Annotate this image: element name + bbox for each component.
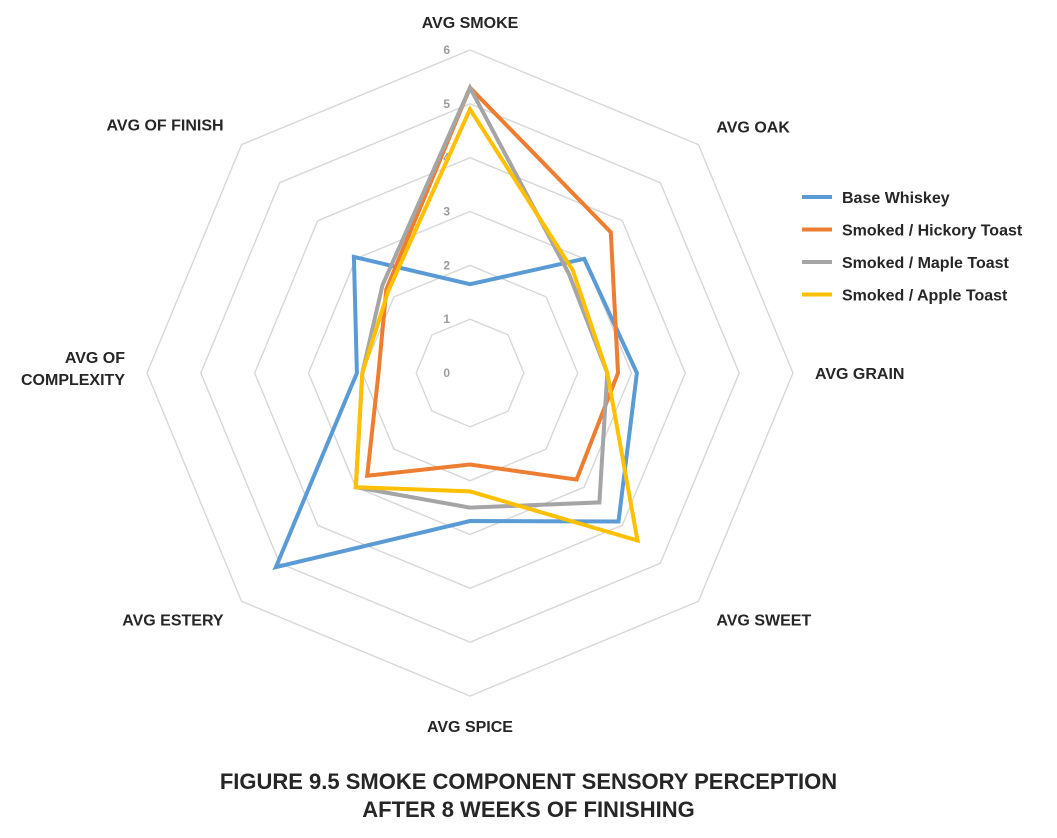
legend-label-2: Smoked / Maple Toast <box>842 255 1010 272</box>
grid-ring-5 <box>200 103 740 643</box>
axis-label-avg-estery: AVG ESTERY <box>122 612 224 629</box>
axis-label-avg-of-complexity: AVG OF COMPLEXITY <box>21 350 125 389</box>
grid <box>146 49 794 697</box>
series-line-base-whiskey <box>272 254 639 570</box>
grid-ring-2 <box>361 264 579 482</box>
axis-label-avg-oak: AVG OAK <box>716 120 790 137</box>
series-line-smoked-apple-toast <box>353 105 641 544</box>
legend-label-1: Smoked / Hickory Toast <box>842 223 1023 240</box>
series-lines <box>272 83 641 570</box>
grid-ring-4 <box>253 156 687 590</box>
figure-title-line-1: FIGURE 9.5 SMOKE COMPONENT SENSORY PERCE… <box>219 769 838 794</box>
tick-label-6: 6 <box>443 43 450 57</box>
tick-label-5: 5 <box>443 97 450 111</box>
axis-labels: AVG SMOKE AVG OAK AVG GRAIN AVG SWEET AVG SP… <box>21 15 905 736</box>
tick-label-2: 2 <box>443 258 450 272</box>
series-line-smoked-hickory-toast <box>364 84 621 482</box>
grid-ring-6 <box>146 49 794 697</box>
tick-label-1: 1 <box>443 312 450 326</box>
figure-title: FIGURE 9.5 SMOKE COMPONENT SENSORY PERCE… <box>0 768 1057 824</box>
axis-label-avg-of-finish: AVG OF FINISH <box>107 118 224 135</box>
grid-ring-1 <box>415 318 525 428</box>
legend-label-3: Smoked / Apple Toast <box>842 288 1008 305</box>
axis-label-avg-smoke: AVG SMOKE <box>422 15 519 32</box>
series-line-smoked-maple-toast <box>353 83 610 510</box>
legend: Base Whiskey Smoked / Hickory Toast Smoked… <box>802 190 1023 305</box>
axis-label-avg-spice: AVG SPICE <box>427 719 513 736</box>
tick-label-3: 3 <box>443 205 450 219</box>
axis-label-avg-sweet: AVG SWEET <box>716 612 811 629</box>
tick-label-0: 0 <box>443 366 450 380</box>
figure-title-line-2: AFTER 8 WEEKS OF FINISHING <box>362 797 695 822</box>
axis-label-avg-grain: AVG GRAIN <box>815 366 904 383</box>
legend-label-0: Base Whiskey <box>842 190 950 207</box>
